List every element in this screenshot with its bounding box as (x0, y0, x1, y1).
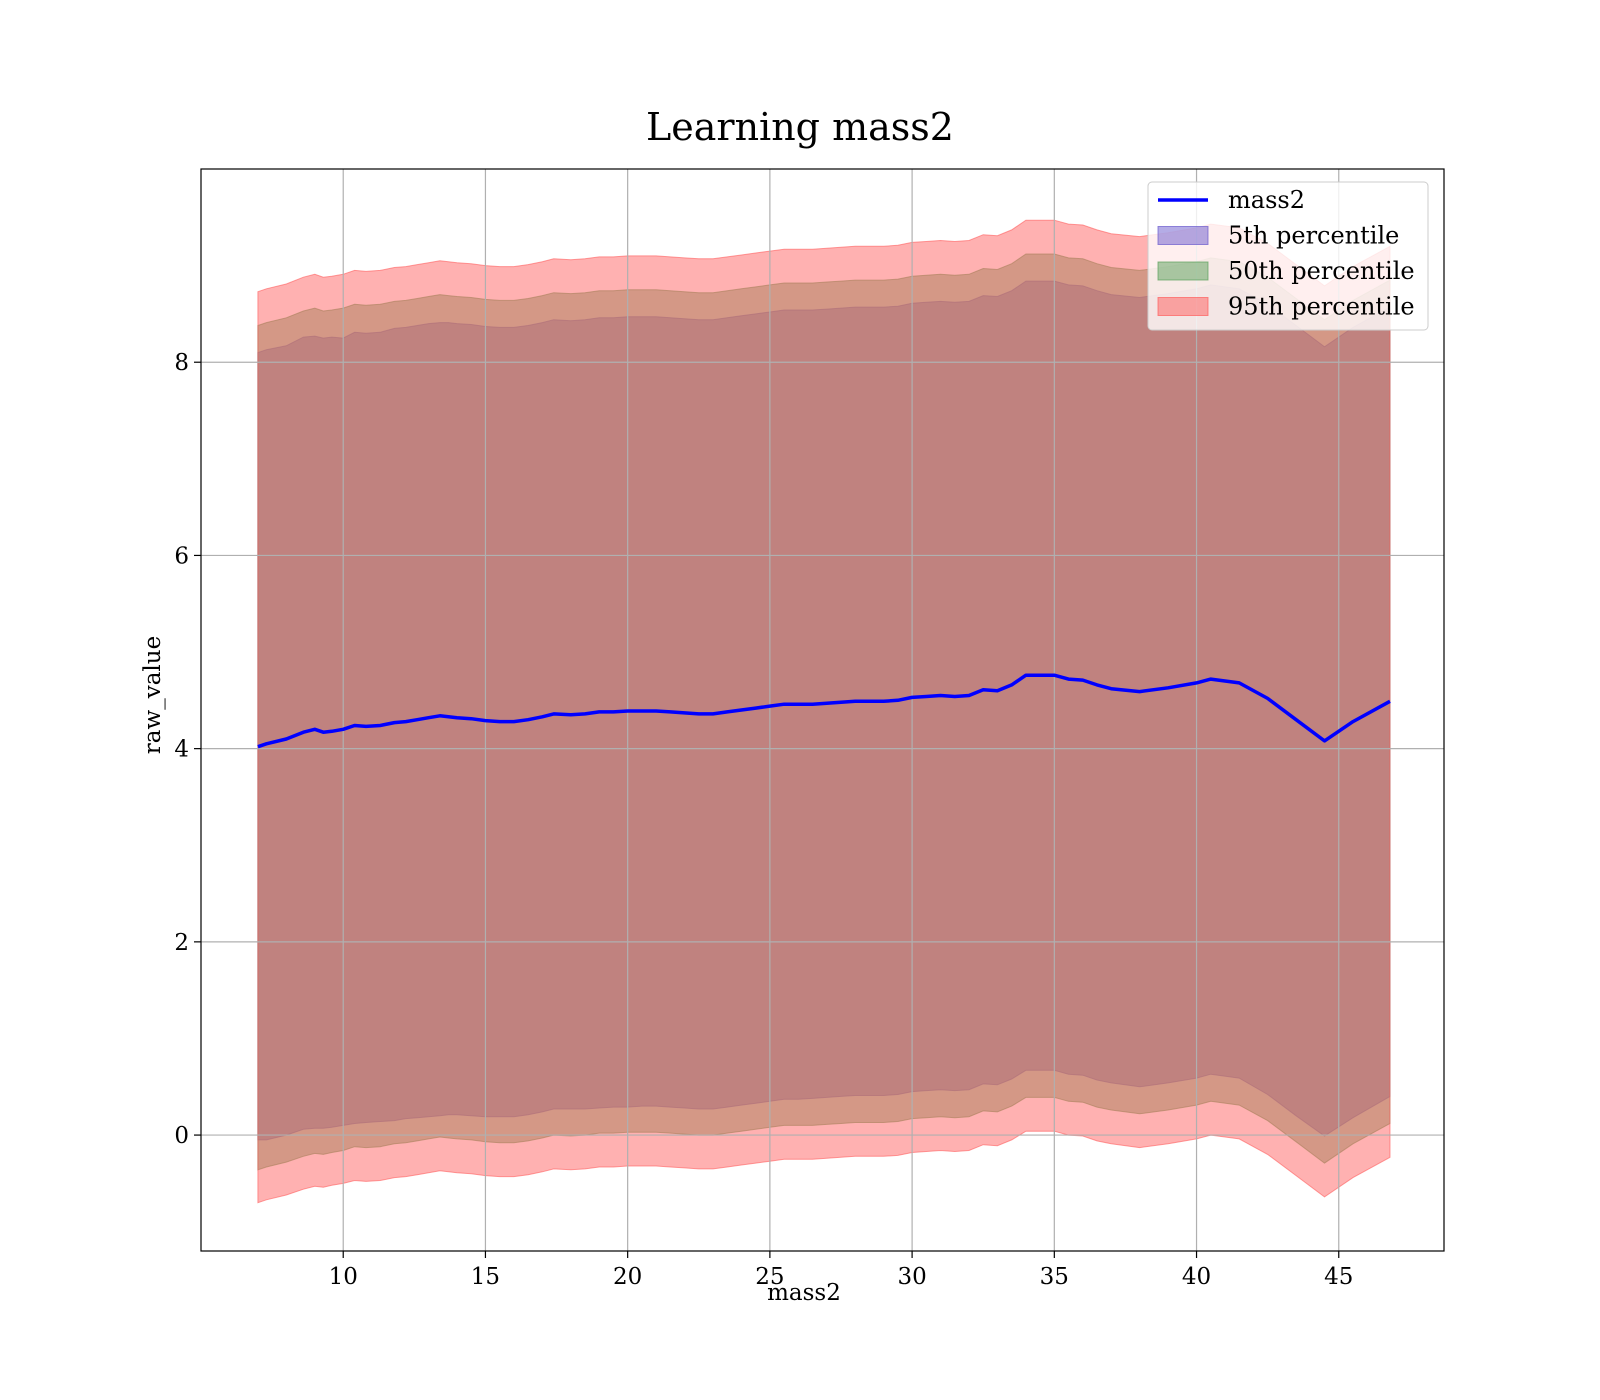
band-95th-percentile (257, 219, 1391, 1204)
x-tick-label: 10 (329, 1264, 358, 1290)
plot-area (200, 168, 1445, 1252)
x-tick-label: 40 (1182, 1264, 1211, 1290)
legend-label: mass2 (1228, 186, 1305, 214)
x-tick-label: 35 (1040, 1264, 1069, 1290)
x-axis-label: mass2 (767, 1280, 841, 1306)
legend-swatch (1157, 261, 1209, 281)
grid-lines (201, 169, 1444, 1251)
y-tick-label: 2 (174, 930, 189, 956)
y-axis-label: raw_value (140, 636, 166, 754)
chart-title: Learning mass2 (646, 105, 954, 149)
plot-frame (200, 168, 1445, 1252)
y-tick-label: 4 (174, 737, 189, 763)
legend-swatch (1157, 297, 1209, 316)
band-layer (257, 219, 1391, 1204)
legend-label: 50th percentile (1228, 257, 1415, 285)
legend-label: 5th percentile (1228, 222, 1399, 250)
y-tick-label: 0 (174, 1123, 189, 1149)
legend-swatch (1157, 226, 1209, 245)
series-line-mass2 (257, 673, 1391, 749)
legend-box (1147, 181, 1429, 331)
y-tick-label: 8 (174, 350, 189, 376)
legend: mass2 5th percentile 50th percentile 95th p… (1147, 181, 1429, 331)
y-axis-ticks: 0 2 4 6 8 (174, 350, 201, 1149)
line-layer (257, 673, 1391, 749)
legend-label: 95th percentile (1228, 293, 1415, 321)
y-tick-label: 6 (174, 543, 189, 569)
x-tick-label: 30 (897, 1264, 926, 1290)
x-tick-label: 20 (613, 1264, 642, 1290)
x-tick-label: 25 (755, 1264, 784, 1290)
x-tick-label: 15 (471, 1264, 500, 1290)
x-tick-label: 45 (1324, 1264, 1353, 1290)
x-axis-ticks: 10 15 20 25 30 35 40 45 (329, 1251, 1353, 1290)
